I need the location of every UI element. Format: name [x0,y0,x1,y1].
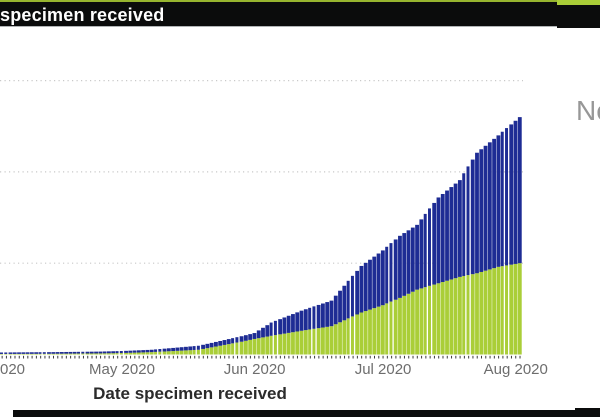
x-axis-title: Date specimen received [93,384,287,403]
x-tick-label: Aug 2020 [483,361,548,378]
footer-rule-right-segment [575,408,600,417]
x-axis-day-ticks [1,355,521,359]
legend-label-clipped: Ne [576,95,600,126]
stacked-bars [0,117,522,355]
x-tick-label: Jul 2020 [354,361,412,378]
gridlines [0,79,523,264]
x-tick-label: Jun 2020 [223,361,286,378]
header-accent-block [557,0,600,28]
page-title: specimen received [0,5,165,25]
x-tick-label: 020 [0,361,26,378]
title-bar: specimen received [0,0,600,26]
header-divider [0,26,557,27]
footer-rule [13,410,600,417]
x-tick-label: May 2020 [89,361,155,378]
